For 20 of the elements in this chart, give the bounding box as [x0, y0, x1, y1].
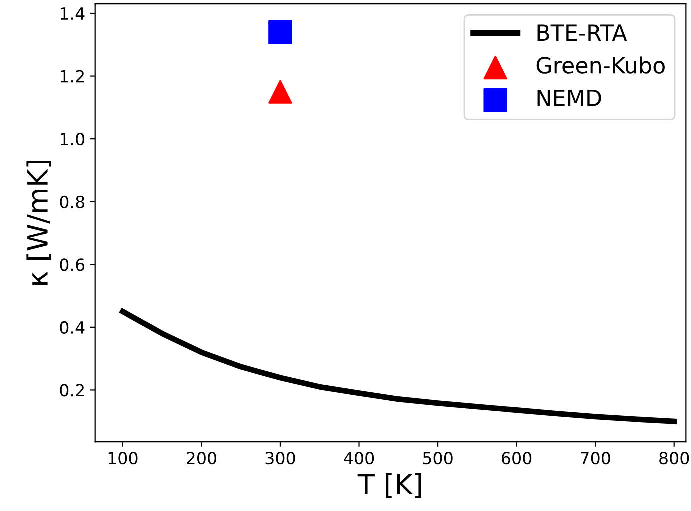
y-tick-label: 0.4	[60, 321, 85, 334]
legend-label: Green-Kubo	[536, 56, 665, 74]
y-tick-label: 0.6	[60, 258, 85, 272]
x-tick-label: 600	[502, 452, 532, 465]
y-axis-title: κ [W/mK]	[26, 160, 52, 285]
x-tick-label: 300	[266, 452, 296, 465]
x-tick-label: 400	[344, 452, 374, 465]
legend-label: NEMD	[538, 90, 602, 106]
x-axis-title: T [K]	[358, 473, 422, 498]
legend-label: BTE-RTA	[538, 24, 628, 41]
x-tick-label: 700	[581, 452, 610, 465]
x-tick-label: 100	[108, 452, 138, 465]
x-tick-label: 200	[187, 452, 216, 465]
y-tick-label: 1.2	[60, 70, 84, 83]
y-tick-label: 0.8	[60, 196, 84, 208]
y-tick-label: 0.2	[60, 384, 84, 397]
y-tick-label: 1.0	[60, 133, 85, 146]
x-tick-label: 500	[423, 452, 453, 465]
x-tick-label: 800	[660, 452, 690, 465]
y-tick-label: 1.4	[60, 8, 85, 20]
